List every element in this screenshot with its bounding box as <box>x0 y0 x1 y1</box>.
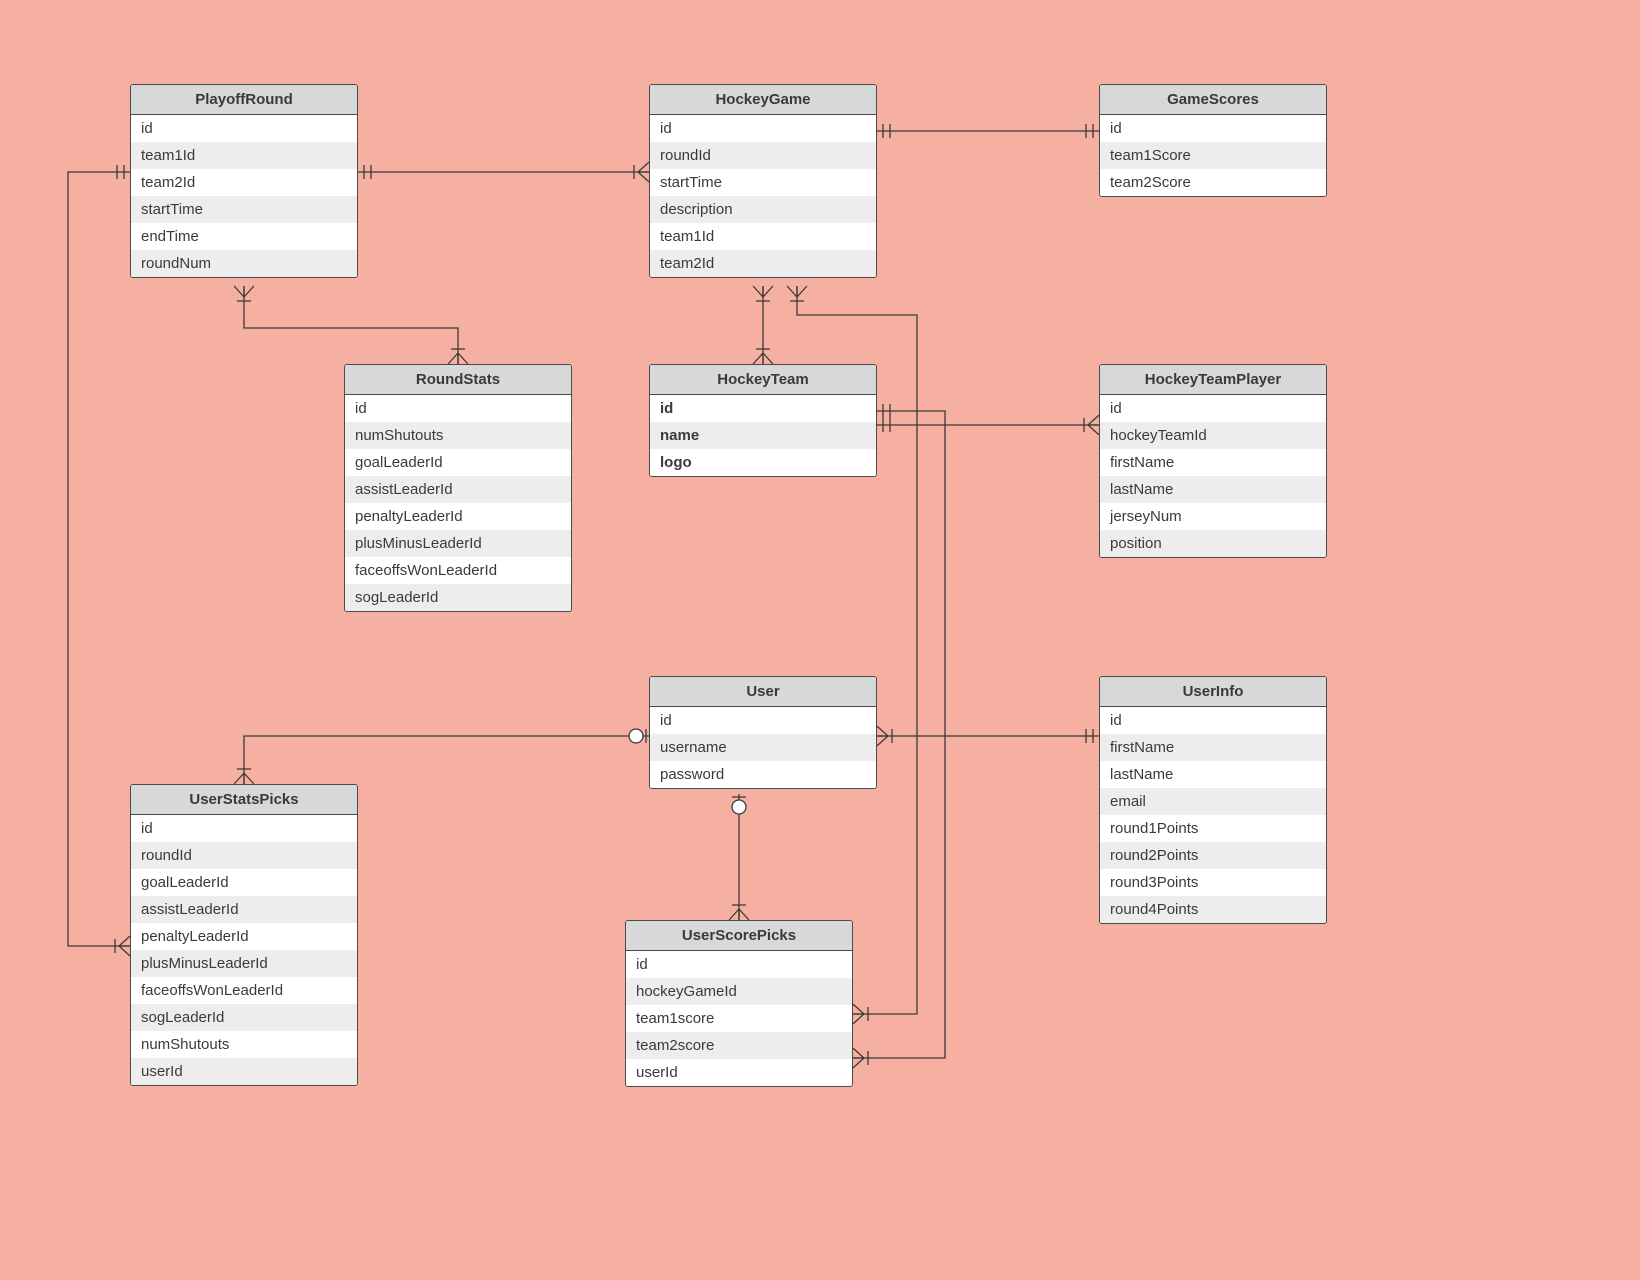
edge-pr-rs <box>244 286 458 364</box>
entity-field: roundNum <box>131 250 357 277</box>
entity-header: UserInfo <box>1100 677 1326 707</box>
entity-field: plusMinusLeaderId <box>131 950 357 977</box>
entity-field: numShutouts <box>131 1031 357 1058</box>
entity-field: jerseyNum <box>1100 503 1326 530</box>
entity-field: hockeyTeamId <box>1100 422 1326 449</box>
entity-field: username <box>650 734 876 761</box>
entity-field: penaltyLeaderId <box>131 923 357 950</box>
entity-field: id <box>1100 115 1326 142</box>
entity-header: User <box>650 677 876 707</box>
entity-field: id <box>650 395 876 422</box>
entity-field: id <box>131 115 357 142</box>
entity-header: UserScorePicks <box>626 921 852 951</box>
entity-field: sogLeaderId <box>345 584 571 611</box>
entity-field: id <box>626 951 852 978</box>
entity-userstatspicks: UserStatsPicksidroundIdgoalLeaderIdassis… <box>130 784 358 1086</box>
entity-field: id <box>1100 395 1326 422</box>
entity-field: startTime <box>131 196 357 223</box>
entity-field: lastName <box>1100 761 1326 788</box>
entity-userscorepicks: UserScorePicksidhockeyGameIdteam1scorete… <box>625 920 853 1087</box>
entity-field: roundId <box>131 842 357 869</box>
entity-field: round4Points <box>1100 896 1326 923</box>
entity-field: roundId <box>650 142 876 169</box>
entity-field: position <box>1100 530 1326 557</box>
entity-field: assistLeaderId <box>345 476 571 503</box>
entity-field: firstName <box>1100 734 1326 761</box>
entity-field: team1Score <box>1100 142 1326 169</box>
edge-u-ustp <box>244 736 649 784</box>
entity-field: firstName <box>1100 449 1326 476</box>
entity-userinfo: UserInfoidfirstNamelastNameemailround1Po… <box>1099 676 1327 924</box>
entity-field: sogLeaderId <box>131 1004 357 1031</box>
entity-field: lastName <box>1100 476 1326 503</box>
entity-header: PlayoffRound <box>131 85 357 115</box>
entity-hockeygame: HockeyGameidroundIdstartTimedescriptiont… <box>649 84 877 278</box>
entity-field: goalLeaderId <box>131 869 357 896</box>
entity-field: team1Id <box>131 142 357 169</box>
entity-field: team2Id <box>131 169 357 196</box>
entity-field: faceoffsWonLeaderId <box>131 977 357 1004</box>
entity-field: name <box>650 422 876 449</box>
entity-header: HockeyGame <box>650 85 876 115</box>
entity-field: goalLeaderId <box>345 449 571 476</box>
entity-field: userId <box>131 1058 357 1085</box>
entity-field: password <box>650 761 876 788</box>
er-diagram-canvas: PlayoffRoundidteam1Idteam2IdstartTimeend… <box>0 0 1640 1280</box>
entity-field: round3Points <box>1100 869 1326 896</box>
entity-field: logo <box>650 449 876 476</box>
entity-field: id <box>345 395 571 422</box>
entity-field: description <box>650 196 876 223</box>
entity-field: penaltyLeaderId <box>345 503 571 530</box>
entity-field: round2Points <box>1100 842 1326 869</box>
entity-field: startTime <box>650 169 876 196</box>
entity-field: faceoffsWonLeaderId <box>345 557 571 584</box>
entity-field: id <box>650 115 876 142</box>
entity-playoffround: PlayoffRoundidteam1Idteam2IdstartTimeend… <box>130 84 358 278</box>
entity-user: Useridusernamepassword <box>649 676 877 789</box>
entity-field: team2Id <box>650 250 876 277</box>
entity-field: id <box>1100 707 1326 734</box>
entity-field: team2score <box>626 1032 852 1059</box>
entity-header: RoundStats <box>345 365 571 395</box>
entity-field: round1Points <box>1100 815 1326 842</box>
entity-field: id <box>650 707 876 734</box>
entity-field: userId <box>626 1059 852 1086</box>
edge-pr-ustp <box>68 172 130 946</box>
entity-header: UserStatsPicks <box>131 785 357 815</box>
entity-hockeyteam: HockeyTeamidnamelogo <box>649 364 877 477</box>
entity-field: hockeyGameId <box>626 978 852 1005</box>
entity-header: HockeyTeam <box>650 365 876 395</box>
entity-field: team1score <box>626 1005 852 1032</box>
entity-field: team2Score <box>1100 169 1326 196</box>
entity-field: email <box>1100 788 1326 815</box>
entity-hockeyteamplayer: HockeyTeamPlayeridhockeyTeamIdfirstNamel… <box>1099 364 1327 558</box>
entity-roundstats: RoundStatsidnumShutoutsgoalLeaderIdassis… <box>344 364 572 612</box>
entity-header: HockeyTeamPlayer <box>1100 365 1326 395</box>
entity-field: team1Id <box>650 223 876 250</box>
entity-field: numShutouts <box>345 422 571 449</box>
entity-field: endTime <box>131 223 357 250</box>
entity-field: assistLeaderId <box>131 896 357 923</box>
entity-header: GameScores <box>1100 85 1326 115</box>
entity-field: plusMinusLeaderId <box>345 530 571 557</box>
entity-gamescores: GameScoresidteam1Scoreteam2Score <box>1099 84 1327 197</box>
entity-field: id <box>131 815 357 842</box>
